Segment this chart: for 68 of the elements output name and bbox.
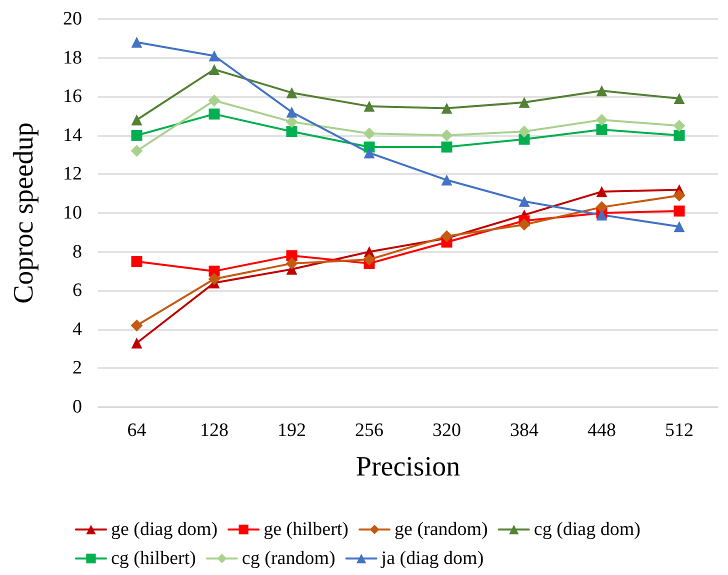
point — [596, 201, 608, 214]
x-tick-label: 64 — [127, 420, 147, 441]
point — [441, 142, 452, 153]
y-tick-label: 6 — [72, 280, 82, 302]
x-tick-label: 512 — [665, 420, 694, 441]
point — [674, 221, 685, 232]
y-tick-label: 10 — [63, 202, 82, 224]
point — [363, 254, 376, 266]
x-tick-label: 320 — [432, 420, 461, 441]
y-axis-title: Coproc speedup — [8, 122, 40, 304]
point — [441, 174, 452, 186]
point — [674, 93, 685, 104]
point — [130, 320, 143, 332]
point — [518, 196, 530, 207]
point — [440, 129, 453, 142]
x-tick-label: 448 — [588, 420, 616, 441]
point — [286, 257, 298, 270]
point — [208, 94, 220, 106]
x-tick-label: 384 — [510, 420, 539, 441]
y-tick-label: 18 — [63, 47, 82, 68]
legend-label: ge (random) — [394, 519, 488, 540]
point — [131, 256, 142, 267]
point — [596, 186, 608, 198]
point — [286, 87, 298, 98]
point — [518, 96, 530, 108]
point — [518, 126, 530, 138]
point — [673, 190, 686, 202]
point — [131, 114, 142, 126]
point — [440, 230, 453, 242]
point — [131, 130, 142, 141]
point — [518, 218, 530, 231]
y-tick-label: 8 — [72, 241, 82, 262]
y-tick-label: 16 — [63, 86, 82, 108]
x-axis-title: Precision — [356, 452, 460, 482]
point — [363, 127, 376, 140]
legend-label: cg (random) — [242, 548, 336, 569]
point — [673, 120, 686, 132]
point — [130, 144, 143, 157]
point — [286, 126, 298, 138]
point — [208, 272, 220, 285]
point — [674, 206, 685, 217]
y-tick-label: 14 — [63, 124, 82, 146]
y-tick-label: 2 — [72, 358, 82, 379]
point — [286, 106, 298, 118]
point — [208, 64, 220, 75]
point — [364, 100, 375, 112]
point — [208, 108, 220, 120]
point — [674, 130, 685, 141]
legend-label: cg (diag dom) — [534, 519, 640, 540]
legend-label: ja (diag dom) — [380, 548, 484, 569]
x-tick-label: 192 — [278, 420, 306, 441]
x-tick-label: 128 — [200, 420, 228, 441]
legend-label: cg (hilbert) — [111, 548, 196, 569]
point — [596, 124, 608, 136]
y-tick-label: 20 — [63, 8, 82, 30]
point — [131, 36, 142, 48]
y-tick-label: 12 — [63, 164, 82, 185]
legend-label: ge (diag dom) — [111, 519, 218, 540]
point — [208, 50, 220, 62]
point — [441, 102, 452, 114]
y-tick-label: 4 — [72, 318, 82, 340]
point — [131, 337, 142, 348]
point — [596, 114, 608, 126]
legend-label: ge (hilbert) — [264, 519, 349, 540]
point — [596, 85, 608, 96]
point — [364, 147, 375, 158]
x-tick-label: 256 — [355, 420, 384, 441]
y-tick-label: 0 — [72, 396, 82, 418]
